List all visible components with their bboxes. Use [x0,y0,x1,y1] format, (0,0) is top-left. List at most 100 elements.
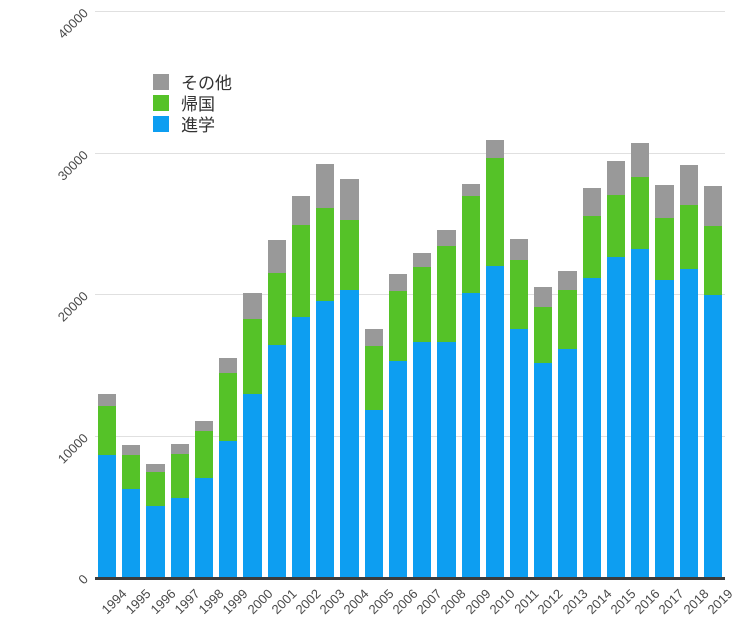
bar-1995[interactable] [119,11,143,577]
bar-2010-segment-進学[interactable] [485,265,504,577]
bar-2006-segment-帰国[interactable] [388,291,408,361]
bar-1997-segment-その他[interactable] [170,444,189,454]
bar-2006-segment-進学[interactable] [388,360,408,577]
bar-2001-segment-進学[interactable] [267,344,286,577]
bar-2005[interactable] [362,11,386,577]
bar-1998-segment-その他[interactable] [194,421,214,432]
bar-1995-segment-その他[interactable] [122,445,141,456]
bar-2011-segment-帰国[interactable] [509,260,529,330]
bar-1998-segment-帰国[interactable] [194,431,214,478]
bar-1999[interactable] [216,11,240,577]
bar-2006-segment-その他[interactable] [388,274,408,292]
bar-2000-segment-帰国[interactable] [243,319,262,395]
bar-2008-segment-進学[interactable] [437,342,456,577]
bar-2017[interactable] [652,11,676,577]
bar-2000-segment-その他[interactable] [243,292,262,320]
bar-2009-segment-その他[interactable] [461,183,480,197]
bar-2006[interactable] [386,11,410,577]
bar-2015-segment-その他[interactable] [606,161,626,195]
bar-2008-segment-帰国[interactable] [437,245,456,343]
bar-2009-segment-進学[interactable] [461,292,480,577]
bar-2014-segment-帰国[interactable] [582,216,601,279]
bar-2012[interactable] [531,11,555,577]
bar-2019-segment-その他[interactable] [703,186,723,227]
bar-2013-segment-その他[interactable] [558,271,577,290]
bar-2010-segment-帰国[interactable] [485,158,504,266]
bar-2017-segment-帰国[interactable] [655,217,674,280]
bar-2014[interactable] [580,11,604,577]
bar-1994-segment-その他[interactable] [98,394,117,406]
bar-2002-segment-帰国[interactable] [291,224,311,317]
bar-2003-segment-進学[interactable] [316,301,335,577]
bar-1996[interactable] [143,11,167,577]
bar-2013-segment-帰国[interactable] [558,289,577,350]
bar-1994-segment-進学[interactable] [98,455,117,577]
bar-2012-segment-帰国[interactable] [534,306,553,364]
bar-2010[interactable] [483,11,507,577]
bar-1997-segment-帰国[interactable] [170,453,189,498]
bar-2002-segment-その他[interactable] [291,196,311,225]
bar-2004-segment-帰国[interactable] [340,220,359,290]
bar-1997-segment-進学[interactable] [170,497,189,577]
bar-1994[interactable] [95,11,119,577]
bar-2015[interactable] [604,11,628,577]
bar-2004[interactable] [337,11,361,577]
bar-2013-segment-進学[interactable] [558,349,577,577]
bar-1994-segment-帰国[interactable] [98,405,117,456]
bar-2002-segment-進学[interactable] [291,316,311,577]
bar-2005-segment-帰国[interactable] [364,346,383,411]
bar-2014-segment-進学[interactable] [582,278,601,577]
bar-2004-segment-進学[interactable] [340,289,359,577]
bar-2017-segment-その他[interactable] [655,185,674,218]
bar-2003-segment-その他[interactable] [316,163,335,208]
bar-2015-segment-帰国[interactable] [606,194,626,258]
bar-2007[interactable] [410,11,434,577]
bar-2011[interactable] [507,11,531,577]
bar-1999-segment-その他[interactable] [219,357,238,374]
bar-2018-segment-帰国[interactable] [679,204,698,269]
bar-1999-segment-帰国[interactable] [219,373,238,442]
bar-2005-segment-進学[interactable] [364,410,383,577]
bar-2016-segment-帰国[interactable] [631,176,650,249]
bar-1996-segment-その他[interactable] [146,463,165,473]
bar-2018-segment-進学[interactable] [679,268,698,577]
bar-2012-segment-進学[interactable] [534,363,553,577]
bar-2016-segment-進学[interactable] [631,248,650,577]
bar-2008[interactable] [434,11,458,577]
bar-1996-segment-帰国[interactable] [146,472,165,507]
bar-2000-segment-進学[interactable] [243,394,262,577]
bar-2007-segment-帰国[interactable] [413,267,432,343]
bar-2019[interactable] [701,11,725,577]
bar-2013[interactable] [555,11,579,577]
bar-2017-segment-進学[interactable] [655,279,674,577]
bar-2018-segment-その他[interactable] [679,165,698,205]
bar-2014-segment-その他[interactable] [582,187,601,217]
bar-2003-segment-帰国[interactable] [316,207,335,302]
bar-2009[interactable] [459,11,483,577]
bar-2010-segment-その他[interactable] [485,139,504,159]
bar-2000[interactable] [240,11,264,577]
bar-2004-segment-その他[interactable] [340,179,359,221]
bar-2007-segment-その他[interactable] [413,253,432,268]
bar-1996-segment-進学[interactable] [146,506,165,577]
bar-2019-segment-帰国[interactable] [703,226,723,296]
bar-2016[interactable] [628,11,652,577]
bar-1995-segment-進学[interactable] [122,489,141,577]
bar-2009-segment-帰国[interactable] [461,196,480,293]
bar-1999-segment-進学[interactable] [219,441,238,577]
bar-2008-segment-その他[interactable] [437,230,456,246]
bar-2002[interactable] [289,11,313,577]
bar-1995-segment-帰国[interactable] [122,455,141,490]
bar-2007-segment-進学[interactable] [413,342,432,577]
bar-1998[interactable] [192,11,216,577]
bar-2018[interactable] [677,11,701,577]
bar-2011-segment-進学[interactable] [509,329,529,577]
bar-2019-segment-進学[interactable] [703,295,723,577]
bar-1998-segment-進学[interactable] [194,477,214,577]
bar-2011-segment-その他[interactable] [509,238,529,261]
bar-2005-segment-その他[interactable] [364,329,383,347]
bar-2003[interactable] [313,11,337,577]
bar-2012-segment-その他[interactable] [534,286,553,307]
bar-2001-segment-その他[interactable] [267,240,286,273]
bar-2001[interactable] [265,11,289,577]
